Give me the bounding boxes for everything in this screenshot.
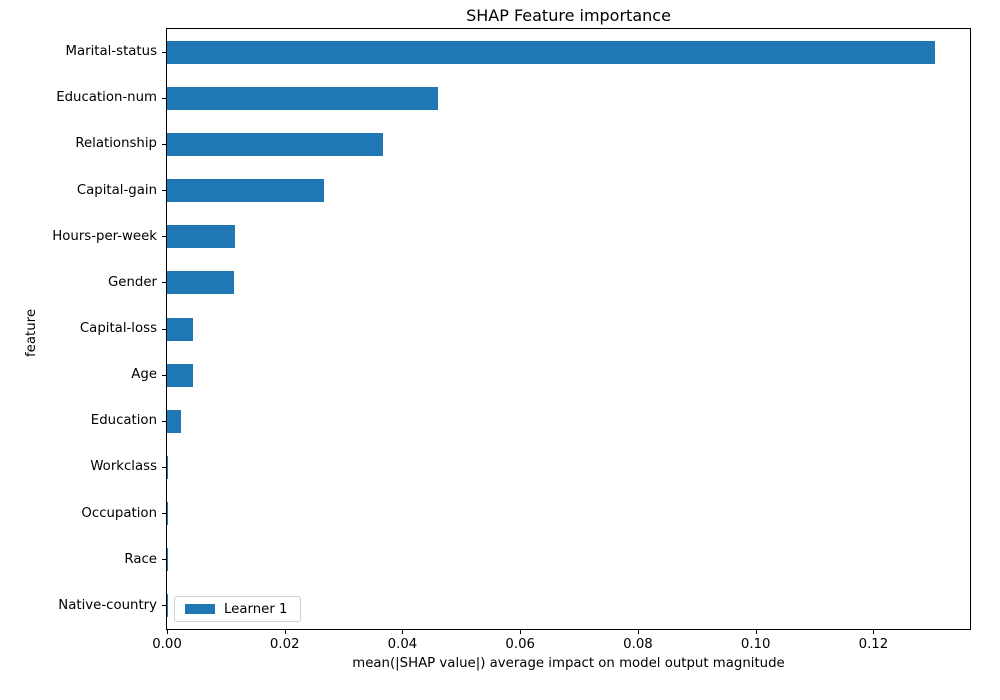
bar-capital-loss — [167, 317, 194, 341]
x-tick-label: 0.12 — [858, 637, 889, 652]
x-tick-mark — [402, 630, 404, 634]
y-tick-mark — [162, 328, 166, 330]
x-tick-label: 0.06 — [505, 637, 536, 652]
y-tick-mark — [162, 190, 166, 192]
y-tick-mark — [162, 97, 166, 99]
y-tick-label: Capital-loss — [79, 321, 157, 336]
x-tick-mark — [637, 630, 639, 634]
bar-education — [167, 409, 182, 433]
x-tick-mark — [755, 630, 757, 634]
y-tick-mark — [162, 236, 166, 238]
y-tick-label: Age — [131, 367, 157, 383]
y-tick-label: Marital-status — [65, 44, 158, 60]
bar-marital-status — [167, 40, 935, 64]
y-tick-label: Native-country — [58, 597, 157, 613]
y-tick-mark — [162, 466, 166, 468]
bar-age — [167, 363, 193, 387]
chart-title: SHAP Feature importance — [466, 6, 671, 25]
x-tick-label: 0.08 — [623, 637, 653, 652]
plot-area — [166, 28, 971, 630]
y-tick-mark — [162, 374, 166, 376]
legend-swatch — [185, 604, 215, 614]
y-tick-label: Capital-gain — [76, 182, 157, 198]
x-tick-mark — [167, 630, 168, 634]
legend: Learner 1 — [174, 596, 301, 622]
y-tick-label: Education — [90, 413, 157, 429]
bar-education-num — [167, 86, 438, 110]
bar-relationship — [167, 132, 384, 156]
bar-occupation — [167, 502, 169, 526]
x-tick-mark — [284, 630, 286, 634]
y-tick-mark — [162, 282, 166, 284]
y-tick-mark — [162, 143, 166, 145]
y-tick-label: Relationship — [75, 136, 157, 152]
y-tick-label: Workclass — [90, 459, 157, 475]
x-tick-mark — [520, 630, 522, 634]
bar-race — [167, 548, 168, 572]
y-tick-label: Hours-per-week — [52, 228, 157, 244]
y-tick-mark — [162, 420, 166, 422]
bar-capital-gain — [167, 179, 325, 203]
x-tick-label: 0.10 — [740, 637, 771, 652]
bar-hours-per-week — [167, 225, 235, 249]
y-tick-label: Occupation — [81, 505, 157, 521]
x-tick-label: 0.04 — [387, 637, 418, 652]
bar-native-country — [167, 594, 168, 618]
x-tick-label: 0.02 — [269, 637, 300, 652]
x-axis-label: mean(|SHAP value|) average impact on mod… — [352, 656, 785, 671]
legend-label: Learner 1 — [224, 601, 288, 617]
bar-gender — [167, 271, 234, 295]
y-tick-mark — [162, 513, 166, 515]
x-tick-label: 0.00 — [152, 637, 182, 652]
y-tick-mark — [162, 51, 166, 53]
y-tick-label: Race — [124, 551, 157, 567]
x-tick-mark — [873, 630, 875, 634]
bar-workclass — [167, 455, 169, 479]
y-tick-label: Education-num — [56, 90, 157, 106]
y-tick-mark — [162, 559, 166, 561]
y-tick-mark — [162, 605, 166, 607]
y-tick-label: Gender — [108, 274, 157, 290]
